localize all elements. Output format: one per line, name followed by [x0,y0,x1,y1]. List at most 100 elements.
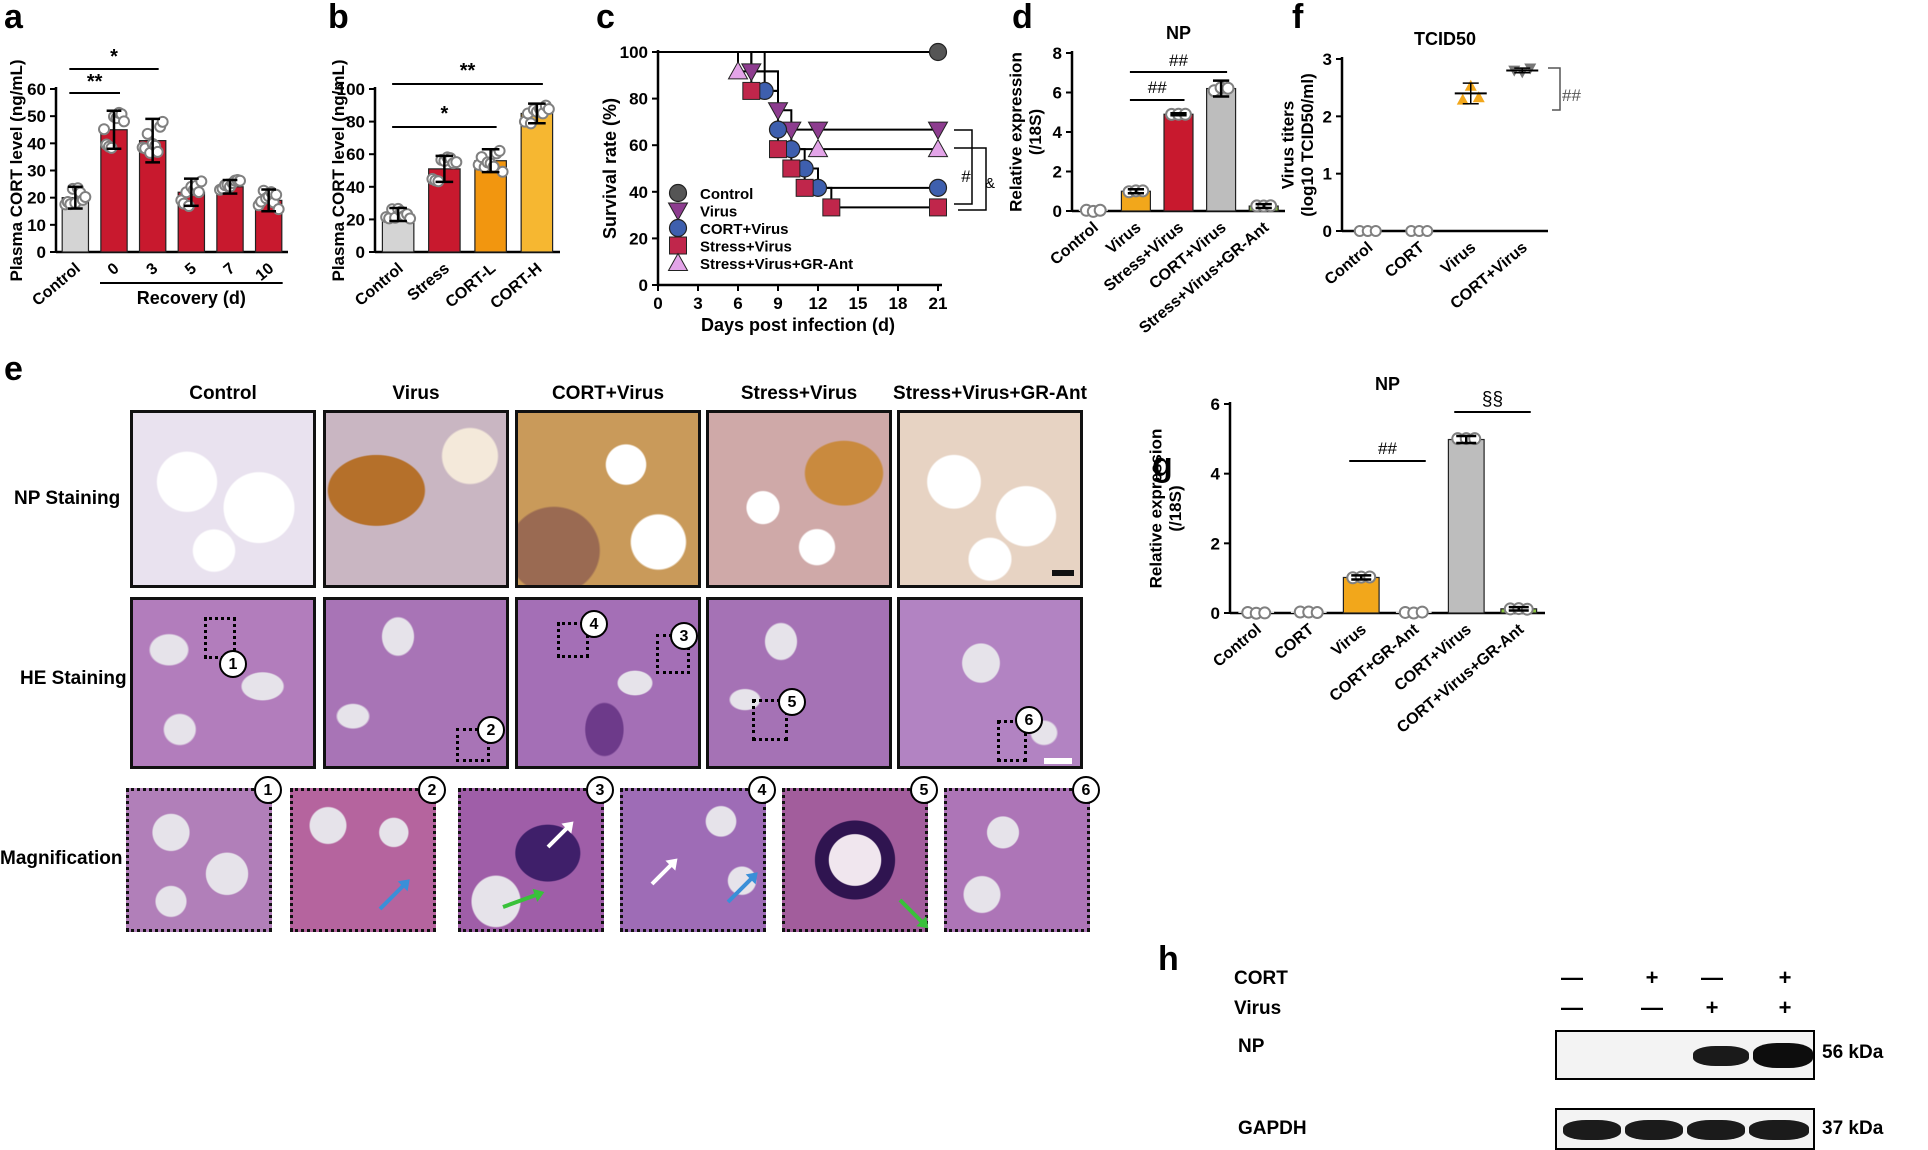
row-label-np-staining: NP Staining [14,488,121,509]
scale-bar [1044,758,1072,764]
x-tick-label: CORT [1272,621,1318,663]
x-tick-label: 21 [929,294,948,313]
x-tick-label: Control [29,260,83,310]
scale-bar [1052,570,1074,576]
virus-sign: — [1561,995,1583,1020]
column-label: CORT+Virus [551,383,665,404]
y-tick-label: 1 [1323,165,1332,184]
panel-letter-c: c [596,0,615,36]
sig-label: ## [1148,78,1167,97]
virus-sign: — [1641,995,1663,1020]
y-tick-label: 80 [629,90,648,109]
recovery-group-label: Recovery (d) [137,288,246,308]
data-point [1264,199,1278,213]
y-axis-label: Plasma CORT level (ng/mL) [329,60,348,282]
magnification-marker: 1 [254,776,282,804]
np-staining-image [130,410,316,588]
data-point [79,190,92,203]
y-tick-label: 50 [27,107,46,126]
data-point [1093,203,1107,217]
panel-letter-h: h [1158,940,1179,978]
zoom-region-box [557,622,589,658]
blot-size-np: 56 kDa [1822,1042,1884,1063]
y-tick-label: 8 [1053,44,1062,63]
sig-label: ** [460,60,476,82]
survival-marker [927,121,949,141]
virus-sign: + [1705,995,1719,1020]
blot-row-label-cort: CORT [1234,968,1288,989]
x-tick-label: CORT-H [488,260,546,312]
gapdh-band [1749,1120,1809,1140]
legend-marker [668,218,688,238]
magnification-image [620,788,766,932]
magnification-image [126,788,272,932]
y-tick-label: 60 [346,145,365,164]
y-tick-label: 20 [629,229,648,248]
x-tick-label: 3 [143,260,161,279]
data-point [1363,570,1377,584]
blot-row-label-virus: Virus [1234,998,1282,1019]
bar [1206,87,1237,212]
data-point [1415,605,1429,619]
y-tick-label: 60 [629,136,648,155]
data-point [270,188,283,201]
x-tick-label: 0 [653,294,662,313]
survival-marker [795,178,814,197]
magnification-image [944,788,1090,932]
legend-marker [667,202,689,222]
gapdh-band [1687,1120,1745,1140]
sig-bracket [954,147,987,211]
magnification-marker: 6 [1072,776,1100,804]
data-point [1456,93,1469,105]
data-point [404,212,417,225]
zoom-region-box [997,720,1027,762]
region-marker: 1 [219,650,247,678]
np-staining-image [323,410,509,588]
sig-bracket [1548,67,1561,111]
y-axis-label: Virus titers(log10 TCID50/ml) [1279,73,1318,217]
y-tick-label: 0 [1323,222,1332,241]
survival-marker [928,42,948,62]
magnification-marker: 3 [586,776,614,804]
x-tick-label: Virus [1438,239,1479,278]
data-point [1258,606,1272,620]
x-tick-label: Control [352,260,406,310]
y-tick-label: 60 [27,80,46,99]
data-point [141,127,154,140]
survival-marker [929,198,947,217]
sig-label: ## [1169,51,1188,70]
x-tick-label: CORT+GR-Ant [1327,621,1423,706]
data-point [272,203,285,216]
x-tick-label: Control [1047,219,1101,269]
y-tick-label: 10 [27,216,46,235]
data-point [1520,602,1534,616]
y-tick-label: 40 [27,134,46,153]
y-tick-label: 0 [1211,604,1220,623]
legend-marker [667,252,689,271]
bar [1447,438,1485,614]
sig-bracket [954,129,973,205]
region-marker: 5 [778,688,806,716]
panel-letter-f: f [1292,0,1304,36]
he-staining-image [130,597,316,769]
y-tick-label: 30 [27,162,46,181]
panel-letter-g: g [1152,446,1173,484]
legend-label: Virus [700,204,737,221]
data-point [450,156,463,169]
he-staining-image [515,597,701,769]
survival-marker [767,102,789,121]
data-point [1136,184,1150,198]
y-tick-label: 2 [1053,163,1062,182]
x-tick-label: 10 [253,260,278,285]
y-tick-label: 0 [37,243,46,262]
survival-line [658,51,938,131]
survival-marker [740,63,762,82]
survival-marker [927,138,949,158]
region-marker: 3 [670,622,698,650]
gapdh-band [1563,1120,1621,1140]
row-label-he-staining: HE Staining [20,668,127,689]
x-tick-label: 18 [889,294,908,313]
x-tick-label: 5 [182,260,200,279]
x-axis-label: Days post infection (d) [701,315,895,335]
